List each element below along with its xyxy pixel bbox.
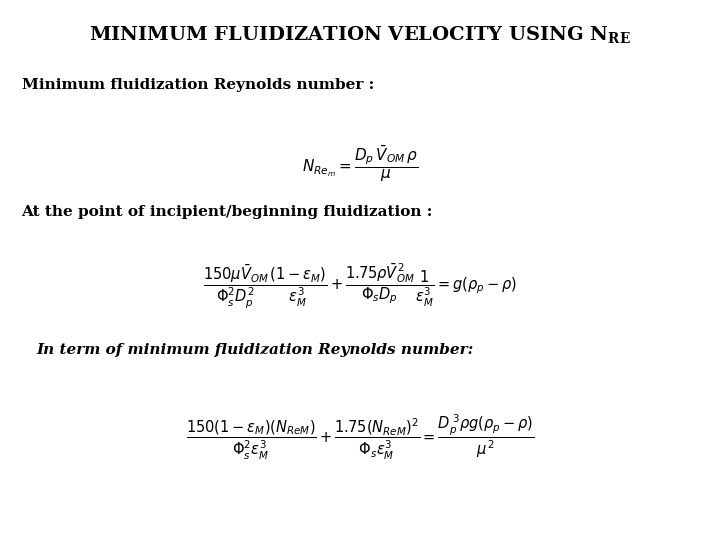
Text: MINIMUM FLUIDIZATION VELOCITY USING N$_{\mathregular{RE}}$: MINIMUM FLUIDIZATION VELOCITY USING N$_{…: [89, 24, 631, 45]
Text: In term of minimum fluidization Reynolds number:: In term of minimum fluidization Reynolds…: [36, 343, 473, 357]
Text: At the point of incipient/beginning fluidization :: At the point of incipient/beginning flui…: [22, 205, 433, 219]
Text: Minimum fluidization Reynolds number :: Minimum fluidization Reynolds number :: [22, 78, 374, 92]
Text: $N_{Re_m} = \dfrac{D_p\,\bar{V}_{OM}\,\rho}{\mu}$: $N_{Re_m} = \dfrac{D_p\,\bar{V}_{OM}\,\r…: [302, 143, 418, 184]
Text: $\dfrac{150\left(1-\varepsilon_M\right)\left(N_{ReM}\right)}{\Phi_s^2\varepsilon: $\dfrac{150\left(1-\varepsilon_M\right)\…: [186, 413, 534, 462]
Text: $\dfrac{150\mu\bar{V}_{OM}}{\Phi_s^2 D_p^2}\dfrac{\left(1-\varepsilon_M\right)}{: $\dfrac{150\mu\bar{V}_{OM}}{\Phi_s^2 D_p…: [203, 262, 517, 311]
